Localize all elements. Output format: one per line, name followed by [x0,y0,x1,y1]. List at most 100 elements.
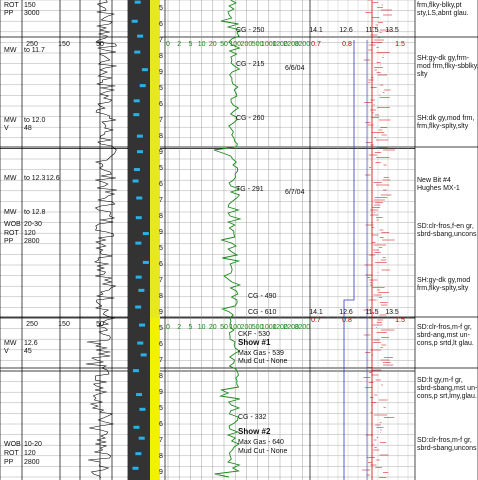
label: 8 [159,53,163,60]
labels: ROT 150 PP 3000 MW to 11.7 MW to 12.0 V 48 MW to 12… [4,2,478,476]
label: Mud Cut - None [238,358,288,365]
label: 12.6 [339,309,353,316]
label: 250 [26,321,38,328]
label: 0.8 [342,317,352,324]
label: SH:gy-dk gy,mod [417,277,470,284]
label: PP [4,238,14,245]
label: 7 [159,197,163,204]
lith-dot [137,341,144,345]
label: 8 [159,213,163,220]
label: 6 [159,181,163,188]
label: sbrd-sbang,uncons [417,231,477,238]
label: 5 [159,245,163,252]
label: 20 [209,41,217,48]
label: 2200 [283,324,299,331]
lith-dot [133,425,140,429]
label: 20 [209,324,217,331]
lith-dot [133,113,140,117]
label: sbrd-sbang,mst un- [417,385,478,392]
label: Max Gas - 640 [238,439,284,446]
label: 13.5 [385,309,399,316]
label: 14.1 [309,27,323,34]
label: 2 [177,324,181,331]
label: SH:dk gy,mod frm, [417,115,474,122]
label: Show #2 [238,427,271,436]
label: sbrd-ang,mst un- [417,332,471,339]
label: 150 [58,321,70,328]
lith-dot [131,19,138,23]
label: 1200 [272,41,288,48]
label: 8 [159,453,163,460]
lith-dot [135,452,142,456]
label: 9 [159,309,163,316]
label: 7 [159,37,163,44]
label: CKF - 530 [238,331,270,338]
label: sty,LS,abnt glau. [417,10,469,17]
label: 2800 [24,459,40,466]
label: 48 [24,125,32,132]
label: 200 [241,41,253,48]
curves [85,0,395,480]
lith-dot [142,232,149,236]
lith-dot [139,84,146,88]
lith-dot [137,150,144,154]
label: MW [4,340,17,347]
label: 50 [96,41,104,48]
rop-curve [85,0,117,479]
lith-dot [138,436,145,440]
label: 6 [159,21,163,28]
label: mod frm,flky-sbblky, [417,63,478,70]
label: 7 [159,437,163,444]
label: 200 [241,324,253,331]
lithology-column [128,0,150,480]
label: 14.1 [309,309,323,316]
label: cons,p srt,lmy,glau. [417,393,477,400]
label: Hughes MX-1 [417,185,460,192]
lith-dot [135,305,142,309]
label: SD:clr-fros,m-f gr, [417,437,472,444]
label: 0.7 [311,41,321,48]
label: to 12.8 [24,209,46,216]
label: SD:clr-fros,m-f gr, [417,324,472,331]
label: 100 [229,41,241,48]
label: 250 [26,41,38,48]
lith-dot [138,288,145,292]
label: 10 [198,324,206,331]
label: 12.6 [339,27,353,34]
lith-dot [136,134,143,138]
gas-curve [213,0,242,478]
lith-dot [139,323,146,327]
label: 3200 [295,41,311,48]
label: 2200 [283,41,299,48]
label: 0.7 [311,317,321,324]
label: 12.6 [24,340,38,347]
label: SD:clr-fros,f-en gr, [417,223,474,230]
lith-dot [132,369,139,373]
lith-dot [134,0,141,4]
lith-dot [135,216,142,220]
label: sbrd-sbang,uncons [417,445,477,452]
lith-dot [132,179,139,183]
label: 7 [159,117,163,124]
label: TG - 291 [236,186,264,193]
lith-dot [136,393,143,397]
label: 12.6 [46,175,60,182]
label: 6/6/04 [285,65,305,72]
label: 6/7/04 [285,189,305,196]
label: 0 [166,41,170,48]
label: CG - 215 [236,61,265,68]
label: 150 [58,41,70,48]
label: MW [4,117,17,124]
label: frm,flky-blky,pt [417,2,462,9]
label: V [4,125,9,132]
label: 5 [188,324,192,331]
label: PP [4,459,14,466]
label: CG - 332 [238,414,267,421]
lith-dot [136,196,143,200]
label: 0 [166,324,170,331]
label: 50 [96,321,104,328]
label: ROT [4,2,20,9]
label: 20-30 [24,221,42,228]
label: 9 [159,149,163,156]
label: cons,p srtd,lt glau. [417,340,474,347]
